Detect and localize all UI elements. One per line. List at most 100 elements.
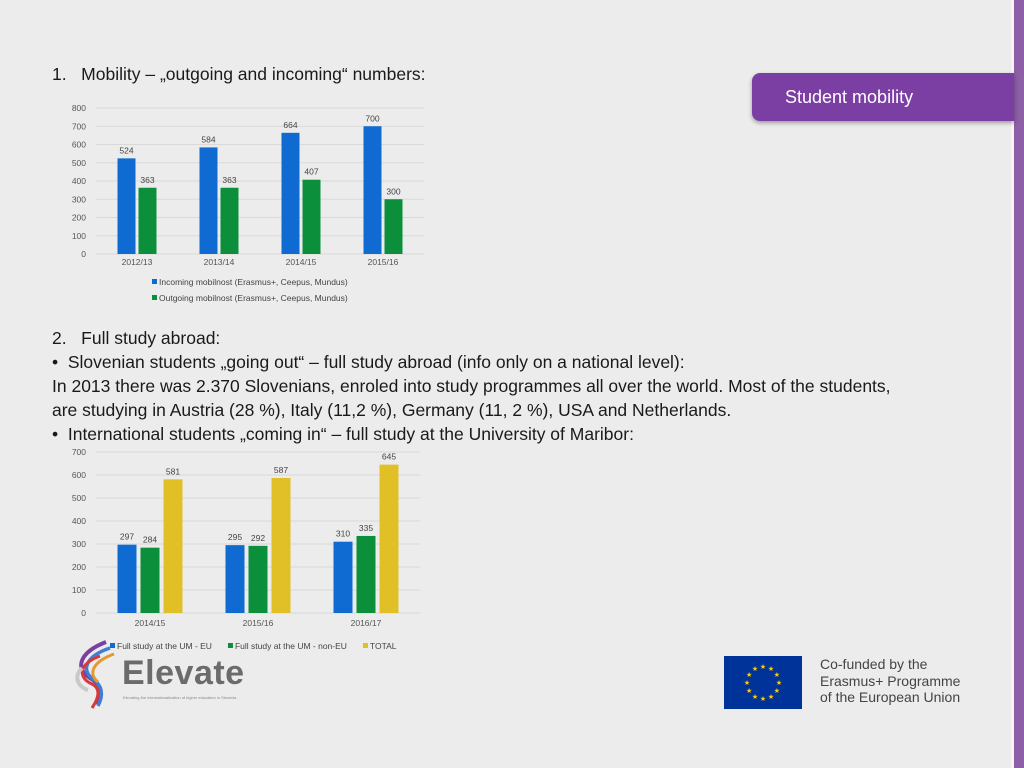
- eu-text-line-1: Co-funded by the: [820, 656, 928, 672]
- bar: [281, 132, 300, 254]
- section-tab: Student mobility: [752, 73, 1014, 121]
- data-label: 297: [120, 532, 134, 542]
- eu-flag: ★ ★ ★ ★ ★ ★ ★ ★ ★ ★ ★ ★: [724, 656, 802, 709]
- y-tick-label: 300: [72, 194, 86, 204]
- bar: [379, 464, 399, 613]
- y-tick-label: 700: [72, 447, 86, 457]
- data-label: 581: [166, 466, 180, 476]
- eu-text-line-3: of the European Union: [820, 689, 961, 705]
- legend-swatch: [110, 643, 115, 648]
- y-tick-label: 200: [72, 562, 86, 572]
- y-tick-label: 600: [72, 140, 86, 150]
- y-tick-label: 400: [72, 176, 86, 186]
- mobility-bar-chart: 0 100 200 300 400 500 600 700 800 2012/13 524 363 20…: [72, 103, 424, 303]
- data-label: 664: [283, 120, 297, 130]
- x-tick-label: 2012/13: [122, 257, 153, 267]
- legend-label: Full study at the UM - EU: [117, 641, 212, 651]
- bar: [140, 547, 160, 613]
- data-label: 310: [336, 529, 350, 539]
- bar: [333, 541, 353, 613]
- bar: [220, 187, 239, 254]
- elevate-tagline: Elevating the internationalization of hi…: [123, 695, 237, 700]
- x-tick-label: 2014/15: [135, 618, 166, 628]
- data-label: 335: [359, 523, 373, 533]
- bullet-slovenian-students: • Slovenian students „going out“ – full …: [52, 352, 685, 372]
- y-tick-label: 700: [72, 121, 86, 131]
- y-tick-label: 300: [72, 539, 86, 549]
- legend-swatch: [362, 643, 368, 648]
- y-tick-label: 100: [72, 585, 86, 595]
- legend-label: Outgoing mobilnost (Erasmus+, Ceepus, Mu…: [159, 293, 348, 303]
- legend-label: Full study at the UM - non-EU: [235, 641, 347, 651]
- data-label: 407: [304, 167, 318, 177]
- full-study-bar-chart: 0 100 200 300 400 500 600 700 2014/15 297 284 581 20…: [72, 447, 420, 651]
- bar: [163, 479, 183, 613]
- x-tick-label: 2016/17: [351, 618, 382, 628]
- bar: [271, 477, 291, 613]
- bar: [248, 545, 268, 613]
- legend-swatch: [152, 295, 157, 300]
- eu-star-icon: ★: [746, 671, 752, 679]
- eu-star-icon: ★: [760, 663, 766, 671]
- bar: [225, 545, 245, 613]
- section2-heading: 2. Full study abroad:: [52, 328, 221, 348]
- eu-star-icon: ★: [752, 693, 758, 701]
- eu-star-icon: ★: [774, 687, 780, 695]
- y-tick-label: 0: [81, 249, 86, 259]
- data-label: 645: [382, 452, 396, 462]
- data-label: 584: [201, 134, 215, 144]
- eu-star-icon: ★: [776, 679, 782, 687]
- bar: [117, 544, 137, 613]
- data-label: 295: [228, 532, 242, 542]
- bullet-international-students: • International students „coming in“ – f…: [52, 424, 634, 444]
- legend-label: TOTAL: [370, 641, 397, 651]
- eu-star-icon: ★: [752, 665, 758, 673]
- x-tick-label: 2014/15: [286, 257, 317, 267]
- slide-edge-highlight: [1011, 0, 1014, 768]
- y-tick-label: 200: [72, 213, 86, 223]
- eu-star-icon: ★: [746, 687, 752, 695]
- data-label: 300: [386, 186, 400, 196]
- data-label: 363: [140, 175, 154, 185]
- x-tick-label: 2015/16: [368, 257, 399, 267]
- bar: [363, 126, 382, 254]
- paragraph-line-1: In 2013 there was 2.370 Slovenians, enro…: [52, 376, 891, 396]
- y-tick-label: 500: [72, 493, 86, 503]
- elevate-swirl-icon: [75, 640, 115, 709]
- x-tick-label: 2015/16: [243, 618, 274, 628]
- eu-star-icon: ★: [768, 665, 774, 673]
- data-label: 587: [274, 465, 288, 475]
- y-tick-label: 400: [72, 516, 86, 526]
- elevate-logo: Elevate Elevating the internationalizati…: [70, 638, 270, 710]
- data-label: 292: [251, 533, 265, 543]
- eu-star-icon: ★: [774, 671, 780, 679]
- bar: [384, 199, 403, 254]
- bar: [356, 535, 376, 613]
- y-tick-label: 0: [81, 608, 86, 618]
- section1-heading: 1. Mobility – „outgoing and incoming“ nu…: [52, 64, 426, 84]
- eu-text-line-2: Erasmus+ Programme: [820, 672, 961, 689]
- paragraph-line-2: are studying in Austria (28 %), Italy (1…: [52, 400, 732, 420]
- legend-label: Incoming mobilnost (Erasmus+, Ceepus, Mu…: [159, 277, 348, 287]
- bar: [199, 147, 218, 254]
- data-label: 363: [222, 175, 236, 185]
- bar: [117, 158, 136, 254]
- elevate-wordmark: Elevate: [122, 654, 245, 692]
- x-tick-label: 2013/14: [204, 257, 235, 267]
- y-tick-label: 500: [72, 158, 86, 168]
- eu-stars-icon: ★ ★★★★★★★★★★★: [744, 663, 782, 703]
- legend-swatch: [227, 643, 233, 648]
- eu-star-icon: ★: [768, 693, 774, 701]
- eu-star-icon: ★: [760, 695, 766, 703]
- data-label: 284: [143, 535, 157, 545]
- data-label: 524: [119, 145, 133, 155]
- eu-cofunding-text: Co-funded by the Erasmus+ Programme of t…: [820, 656, 960, 706]
- y-tick-label: 100: [72, 231, 86, 241]
- bar: [302, 179, 321, 254]
- legend-swatch: [152, 279, 157, 284]
- y-tick-label: 600: [72, 470, 86, 480]
- data-label: 700: [365, 113, 379, 123]
- bar: [138, 187, 157, 254]
- slide-edge-stripe: [1014, 0, 1024, 768]
- eu-star-icon: ★: [744, 679, 750, 687]
